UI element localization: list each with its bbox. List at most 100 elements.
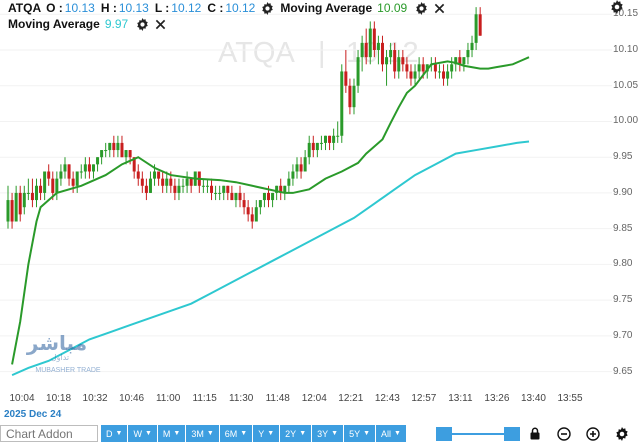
candle-body [250,214,254,222]
candle [108,142,112,158]
candle-body [271,192,275,201]
candle-body [442,71,446,79]
candle-body [417,64,421,72]
candle [79,164,83,179]
candle-body [299,164,303,172]
gear-icon[interactable] [261,1,274,15]
candle [291,164,295,186]
candle-body [425,64,429,72]
period-button-all[interactable]: All ▼ [376,425,407,442]
candle-body [336,135,340,137]
candle-body [356,57,360,86]
candle [83,157,87,179]
candle-body [307,142,311,158]
legend-low-value: 10.12 [171,1,202,15]
x-tick-label: 11:30 [229,393,254,404]
chart-addon-input[interactable] [0,425,98,442]
toolbar-icons [528,425,640,442]
candle [425,64,429,79]
period-button-6m[interactable]: 6M ▼ [219,425,254,442]
x-axis[interactable]: 10:04 10:18 10:32 10:46 11:00 11:15 11:30 11:48… [0,393,600,407]
y-tick-label: 9.85 [613,222,633,234]
period-button-3y[interactable]: 3Y ▼ [312,425,345,442]
ma2-gear-icon[interactable] [136,17,149,31]
range-slider-track[interactable] [436,433,520,435]
candle [136,164,140,186]
candle-body [18,192,22,215]
period-button-y[interactable]: Y ▼ [253,425,281,442]
candle-body [51,178,55,193]
period-button-label: 2Y [285,428,297,439]
y-tick-label: 10.15 [613,8,639,20]
candle-body [136,171,140,179]
candle-body [214,192,218,194]
price-chart[interactable]: ATQA | 10.12 مباشر تداول MUBASHER TRADE [0,0,612,392]
range-slider-right-handle[interactable] [504,427,520,441]
candle [87,157,91,179]
ma1-gear-icon[interactable] [415,1,428,15]
legend-symbol: ATQA [8,1,42,15]
period-button-5y[interactable]: 5Y ▼ [344,425,377,442]
candle-body [234,192,238,201]
candle [157,171,161,186]
candle-body [157,171,161,179]
candle-body [55,178,59,193]
candle-body [311,142,315,151]
y-tick-label: 9.75 [613,294,633,306]
candle-body [218,192,222,194]
candle-body [397,57,401,72]
candle-body [413,71,417,79]
y-tick-label: 9.70 [613,329,633,341]
period-buttons: D ▼ W ▼ M ▼ 3M ▼ 6M ▼ Y ▼ 2Y ▼ 3Y ▼ 5Y ▼ All ▼ [101,425,407,442]
candle [254,200,258,222]
y-axis[interactable]: 10.15 10.10 10.05 10.00 9.95 9.90 9.85 9.80 9.75… [611,0,640,405]
candle-body [96,157,100,165]
period-button-w[interactable]: W ▼ [128,425,158,442]
lock-icon[interactable] [528,427,542,441]
candle [344,50,348,93]
y-tick-label: 9.90 [613,186,633,198]
candle-body [360,42,364,58]
candle-body [128,150,132,158]
candle-body [258,200,262,208]
candle-body [140,178,144,186]
candle-body [368,28,372,58]
candle [405,57,409,79]
chart-settings-gear-icon[interactable] [610,0,624,14]
candle-body [454,57,458,65]
candle-body [279,185,283,193]
y-tick-label: 10.00 [613,115,639,127]
period-button-d[interactable]: D ▼ [101,425,129,442]
candle [6,185,10,229]
candle [14,185,18,222]
candle [205,178,209,193]
zoom-in-icon[interactable] [586,426,600,441]
settings-icon[interactable] [615,426,629,441]
chevron-down-icon: ▼ [299,430,307,437]
candle [238,185,242,208]
candle-body [376,42,380,51]
zoom-out-icon[interactable] [557,426,571,441]
range-slider[interactable] [436,427,520,441]
candle-body [124,150,128,158]
candle-body [226,185,230,193]
ma1-close-icon[interactable] [434,3,445,14]
period-button-m[interactable]: M ▼ [157,425,187,442]
candle [319,135,323,151]
candle [437,64,441,79]
candle [376,35,380,65]
candle-body [433,64,437,72]
range-slider-left-handle[interactable] [436,427,452,441]
candle-body [22,192,26,208]
candle-body [405,64,409,72]
chevron-down-icon: ▼ [115,430,123,437]
ma2-close-icon[interactable] [155,19,166,30]
period-button-2y[interactable]: 2Y ▼ [280,425,313,442]
candle [250,207,254,229]
candle [132,157,136,179]
period-button-3m[interactable]: 3M ▼ [186,425,220,442]
x-tick-label: 13:40 [520,393,546,404]
x-tick-label: 12:57 [411,393,437,404]
candle [26,178,30,201]
chart-grid [0,13,612,373]
